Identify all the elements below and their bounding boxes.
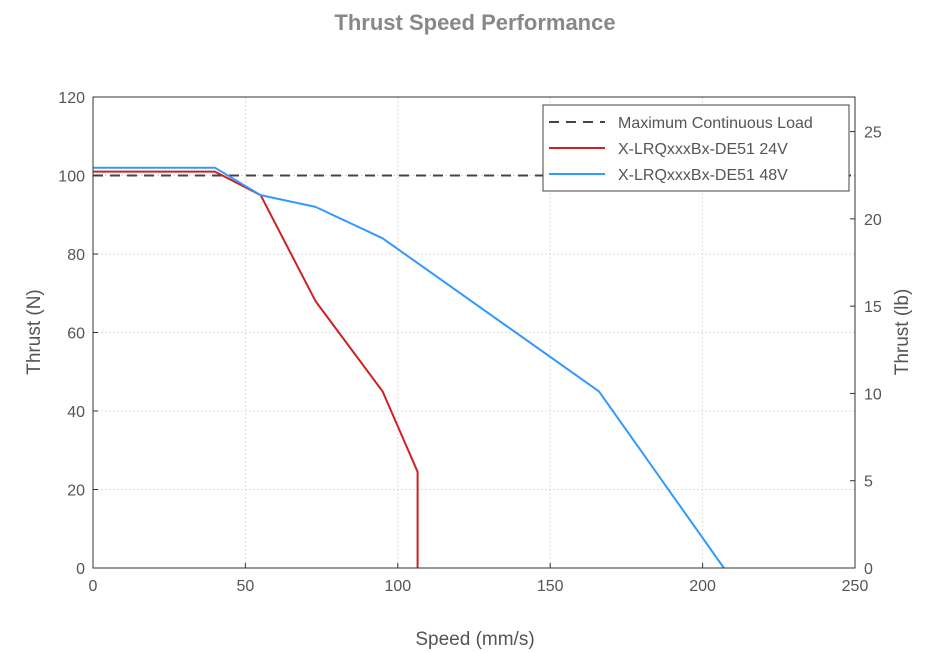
y-tick-label: 120 [58,90,85,107]
x-tick-label: 200 [689,578,716,595]
y2-tick-label: 0 [864,561,873,578]
y-tick-label: 40 [67,404,85,421]
y-tick-label: 60 [67,326,85,343]
y-tick-label: 20 [67,483,85,500]
series-layer [93,166,855,569]
y-axis-label: Thrust (N) [24,289,45,375]
series-line-1 [93,170,419,568]
series-line-2 [93,166,725,569]
x-tick-label: 250 [842,578,869,595]
y-tick-label: 100 [58,169,85,186]
y-tick-label: 80 [67,247,85,264]
x-axis-label: Speed (mm/s) [415,629,534,650]
x-tick-label: 100 [384,578,411,595]
legend-label-1: X-LRQxxxBx-DE51 24V [618,141,788,158]
x-tick-label: 150 [537,578,564,595]
chart-title: Thrust Speed Performance [334,10,615,35]
y-tick-label: 0 [76,561,85,578]
legend-label-0: Maximum Continuous Load [618,115,813,132]
y2-tick-label: 25 [864,125,882,142]
legend-label-2: X-LRQxxxBx-DE51 48V [618,167,788,184]
x-tick-label: 50 [237,578,255,595]
y2-tick-label: 15 [864,299,882,316]
y2-tick-label: 5 [864,474,873,491]
x-tick-label: 0 [89,578,98,595]
legend: Maximum Continuous Load X-LRQxxxBx-DE51 2… [542,104,850,192]
y2-tick-label: 10 [864,386,882,403]
y2-tick-label: 20 [864,212,882,229]
y2-axis-label: Thrust (lb) [892,289,913,376]
